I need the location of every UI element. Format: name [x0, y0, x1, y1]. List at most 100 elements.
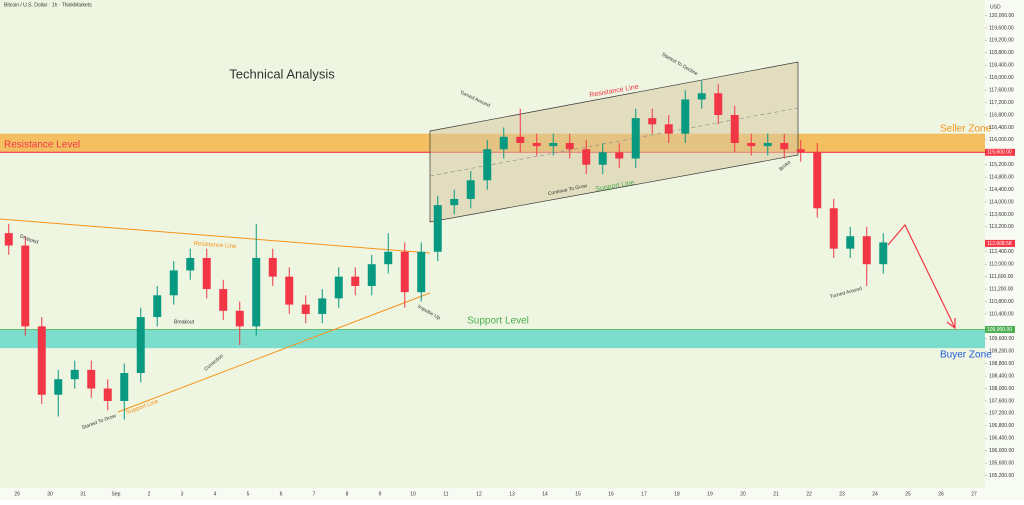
symbol: Bitcoin / U.S. Dollar · 1h · ThinkMarket… [4, 2, 92, 8]
price-axis [985, 0, 1024, 500]
y-tick-label: 115,200.00 [989, 162, 1014, 168]
candle-body [21, 245, 30, 327]
candle-body [70, 369, 79, 380]
x-tick-label: Sep [112, 491, 121, 497]
y-tick-label: 119,600.00 [989, 25, 1014, 31]
y-tick-label: 118,400.00 [989, 63, 1014, 69]
candle-body [598, 152, 607, 165]
x-tick-label: 2 [148, 491, 151, 497]
y-tick-label: 117,600.00 [989, 87, 1014, 93]
x-tick-label: 27 [971, 491, 977, 497]
y-tick-label: 120,000.00 [989, 13, 1014, 19]
x-tick-label: 23 [839, 491, 845, 497]
y-tick-label: 113,600.00 [989, 212, 1014, 218]
x-tick-label: 5 [247, 491, 250, 497]
candle-body [582, 149, 591, 165]
x-tick-label: 7 [313, 491, 316, 497]
candle-body [136, 317, 145, 373]
y-tick-label: 105,600.00 [989, 460, 1014, 466]
y-tick-label: 111,600.00 [989, 274, 1014, 280]
candle-body [532, 142, 541, 147]
candle-body [879, 242, 888, 265]
x-tick-label: 22 [806, 491, 812, 497]
candle-body [796, 149, 805, 153]
y-tick-label: 108,400.00 [989, 373, 1014, 379]
x-tick-label: 24 [872, 491, 878, 497]
candle-body [37, 326, 46, 395]
x-tick-label: 6 [280, 491, 283, 497]
y-tick-label: 119,200.00 [989, 38, 1014, 44]
y-tick-label: 106,000.00 [989, 448, 1014, 454]
candle-body [4, 233, 13, 246]
candle-body [285, 276, 294, 305]
candle-body [631, 118, 640, 159]
candle-body [813, 152, 822, 209]
candle-body [780, 142, 789, 150]
x-tick-label: 30 [47, 491, 53, 497]
candle-body [318, 298, 327, 314]
price-badge-label: 115,600.00 [987, 150, 1012, 156]
y-tick-label: 112,400.00 [989, 249, 1014, 255]
candle-body [499, 136, 508, 150]
candle-body [516, 136, 525, 143]
y-tick-label: 116,400.00 [989, 125, 1014, 131]
y-tick-label: 106,400.00 [989, 436, 1014, 442]
x-tick-label: 12 [476, 491, 482, 497]
candle-body [681, 99, 690, 134]
candle-body [268, 257, 277, 277]
price-badge-label: 109,900.00 [987, 327, 1012, 333]
time-axis [0, 488, 985, 500]
y-tick-label: 105,200.00 [989, 473, 1014, 479]
x-tick-label: 31 [80, 491, 86, 497]
x-tick-label: 18 [674, 491, 680, 497]
price-badge-label: 112,668.58 [987, 241, 1012, 247]
price-badge [985, 325, 1015, 333]
y-tick-label: 106,800.00 [989, 423, 1014, 429]
candle-body [367, 264, 376, 286]
y-tick-label: 111,200.00 [989, 286, 1014, 292]
candle-body [648, 118, 657, 125]
candle-body [466, 180, 475, 199]
y-tick-label: 109,600.00 [989, 336, 1014, 342]
arrow-head [946, 318, 956, 330]
plot-background [0, 0, 985, 488]
x-tick-label: 29 [14, 491, 20, 497]
candle-body [846, 236, 855, 249]
x-tick-label: 4 [214, 491, 217, 497]
y-tick-label: 116,000.00 [989, 137, 1014, 143]
candle-body [334, 276, 343, 299]
x-tick-label: 10 [410, 491, 416, 497]
y-tick-label: 112,000.00 [989, 262, 1014, 268]
currency: USD [990, 4, 1001, 10]
x-tick-label: 9 [379, 491, 382, 497]
y-tick-label: 114,000.00 [989, 199, 1014, 205]
y-tick-label: 114,400.00 [989, 187, 1014, 193]
candle-body [747, 142, 756, 147]
candle-body [400, 251, 409, 293]
y-tick-label: 116,800.00 [989, 112, 1014, 118]
candle-body [615, 152, 624, 159]
candle-body [384, 251, 393, 265]
candle-body [664, 124, 673, 134]
y-tick-label: 117,200.00 [989, 100, 1014, 106]
y-tick-label: 118,000.00 [989, 75, 1014, 81]
y-tick-label: 107,600.00 [989, 398, 1014, 404]
y-tick-label: 118,800.00 [989, 50, 1014, 56]
resistance-label: Resistance Level [4, 140, 80, 151]
x-tick-label: 26 [938, 491, 944, 497]
support-label: Support Level [467, 316, 529, 327]
x-tick-label: 13 [509, 491, 515, 497]
candle-body [417, 251, 426, 293]
candle-body [697, 93, 706, 100]
candle-body [87, 369, 96, 389]
candle-body [351, 276, 360, 286]
x-tick-label: 3 [181, 491, 184, 497]
y-tick-label: 113,200.00 [989, 224, 1014, 230]
triangle-support-line [117, 292, 431, 413]
y-tick-label: 109,200.00 [989, 349, 1014, 355]
y-tick-label: 108,000.00 [989, 386, 1014, 392]
buyer-zone [0, 329, 985, 349]
candle-body [202, 257, 211, 290]
y-tick-label: 114,800.00 [989, 175, 1014, 181]
